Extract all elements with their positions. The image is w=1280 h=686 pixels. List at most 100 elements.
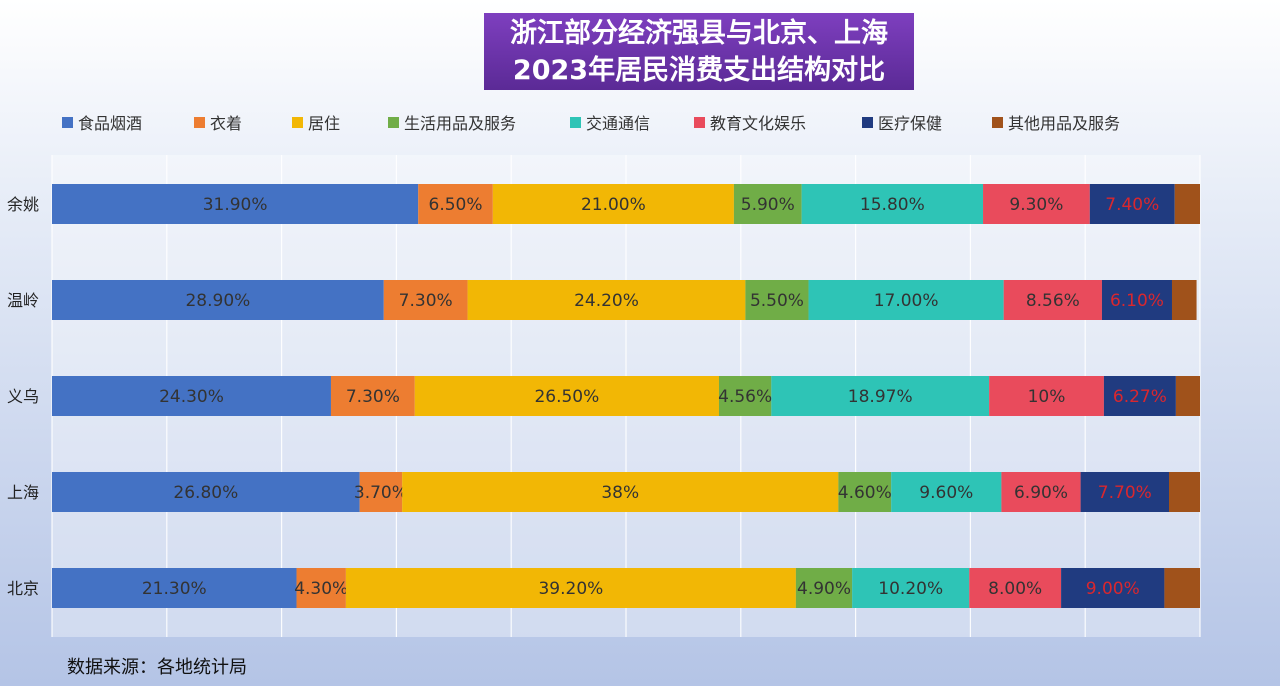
data-label: 31.90% <box>203 195 268 215</box>
bar-segment <box>345 568 796 608</box>
bar-segment <box>52 568 297 608</box>
bar-segment <box>1169 472 1200 512</box>
bar-segment <box>745 280 809 320</box>
legend-label: 教育文化娱乐 <box>710 114 807 133</box>
data-label: 24.30% <box>159 387 224 407</box>
bar-segment <box>52 280 384 320</box>
legend-label: 衣着 <box>210 114 243 133</box>
legend-label: 其他用品及服务 <box>1008 114 1121 133</box>
bar-segment <box>801 184 984 224</box>
bar-segment <box>891 472 1002 512</box>
data-label: 21.30% <box>142 579 207 599</box>
category-label: 北京 <box>7 579 39 598</box>
bar-segment <box>1061 568 1165 608</box>
bar-segment <box>1101 280 1172 320</box>
bar-segment <box>492 184 734 224</box>
legend-item: 交通通信 <box>570 110 650 134</box>
data-label: 8.00% <box>988 579 1042 599</box>
bar-segment <box>1164 568 1200 608</box>
data-label: 38% <box>601 483 639 503</box>
legend-swatch <box>62 116 73 128</box>
category-label: 余姚 <box>7 195 39 214</box>
legend-item: 居住 <box>292 110 340 134</box>
bar-segment <box>1174 184 1200 224</box>
chart-title-line-1: 浙江部分经济强县与北京、上海 <box>510 18 888 49</box>
legend-item: 生活用品及服务 <box>388 110 516 134</box>
data-label: 10.20% <box>878 579 943 599</box>
legend-item: 食品烟酒 <box>62 110 142 134</box>
legend-label: 交通通信 <box>586 114 651 133</box>
bar-segment <box>467 280 746 320</box>
data-label: 6.27% <box>1113 387 1167 407</box>
bar-segment <box>1103 376 1176 416</box>
bar-segment <box>414 376 719 416</box>
bar-segment <box>52 184 419 224</box>
legend-swatch <box>570 116 581 128</box>
data-label: 4.30% <box>294 579 348 599</box>
bar-segment <box>1003 280 1102 320</box>
legend-item: 衣着 <box>194 110 242 134</box>
bar-segment <box>359 472 403 512</box>
legend-item: 教育文化娱乐 <box>694 110 806 134</box>
bar-segment <box>989 376 1104 416</box>
data-label: 24.20% <box>574 291 639 311</box>
data-label: 9.30% <box>1009 195 1063 215</box>
data-source-note: 数据来源：各地统计局 <box>67 657 247 678</box>
data-label: 6.90% <box>1014 483 1068 503</box>
data-label: 8.56% <box>1026 291 1080 311</box>
bar-segment <box>402 472 839 512</box>
category-label: 义乌 <box>7 387 39 406</box>
data-label: 7.30% <box>346 387 400 407</box>
bar-segment <box>1171 280 1197 320</box>
legend-swatch <box>194 116 205 128</box>
bar-segment <box>969 568 1062 608</box>
data-label: 18.97% <box>848 387 913 407</box>
category-label: 上海 <box>7 483 39 502</box>
bar-segment <box>838 472 892 512</box>
bar-segment <box>795 568 853 608</box>
data-label: 39.20% <box>538 579 603 599</box>
data-label: 26.80% <box>173 483 238 503</box>
bar-segment <box>718 376 772 416</box>
chart-title-line-2: 2023年居民消费支出结构对比 <box>512 55 886 86</box>
data-label: 9.60% <box>919 483 973 503</box>
legend-item: 其他用品及服务 <box>992 110 1120 134</box>
bar-segment <box>383 280 468 320</box>
data-label: 4.90% <box>797 579 851 599</box>
data-label: 3.70% <box>354 483 408 503</box>
bar-segment <box>418 184 493 224</box>
data-label: 5.90% <box>741 195 795 215</box>
data-label: 7.30% <box>399 291 453 311</box>
legend-swatch <box>992 116 1003 128</box>
category-label: 温岭 <box>7 291 39 310</box>
legend-swatch <box>388 116 399 128</box>
bar-segment <box>852 568 970 608</box>
bar-segment <box>983 184 1090 224</box>
legend-label: 生活用品及服务 <box>404 114 517 133</box>
data-label: 4.56% <box>718 387 772 407</box>
data-label: 6.10% <box>1110 291 1164 311</box>
bar-segment <box>808 280 1004 320</box>
bar-segment <box>52 376 331 416</box>
legend-swatch <box>694 116 705 128</box>
bar-segment <box>733 184 802 224</box>
legend-label: 居住 <box>308 114 341 133</box>
legend-item: 医疗保健 <box>862 110 942 134</box>
legend-swatch <box>862 116 873 128</box>
bar-segment <box>771 376 990 416</box>
data-label: 28.90% <box>185 291 250 311</box>
data-label: 17.00% <box>874 291 939 311</box>
data-label: 21.00% <box>581 195 646 215</box>
chart-title: 浙江部分经济强县与北京、上海 2023年居民消费支出结构对比 <box>484 13 914 90</box>
data-label: 6.50% <box>429 195 483 215</box>
data-label: 7.40% <box>1105 195 1159 215</box>
bar-segment <box>1080 472 1170 512</box>
data-label: 4.60% <box>838 483 892 503</box>
bar-segment <box>52 472 360 512</box>
data-label: 9.00% <box>1086 579 1140 599</box>
legend-label: 医疗保健 <box>878 114 943 133</box>
bar-segment <box>330 376 415 416</box>
bar-segment <box>1001 472 1081 512</box>
data-label: 26.50% <box>534 387 599 407</box>
